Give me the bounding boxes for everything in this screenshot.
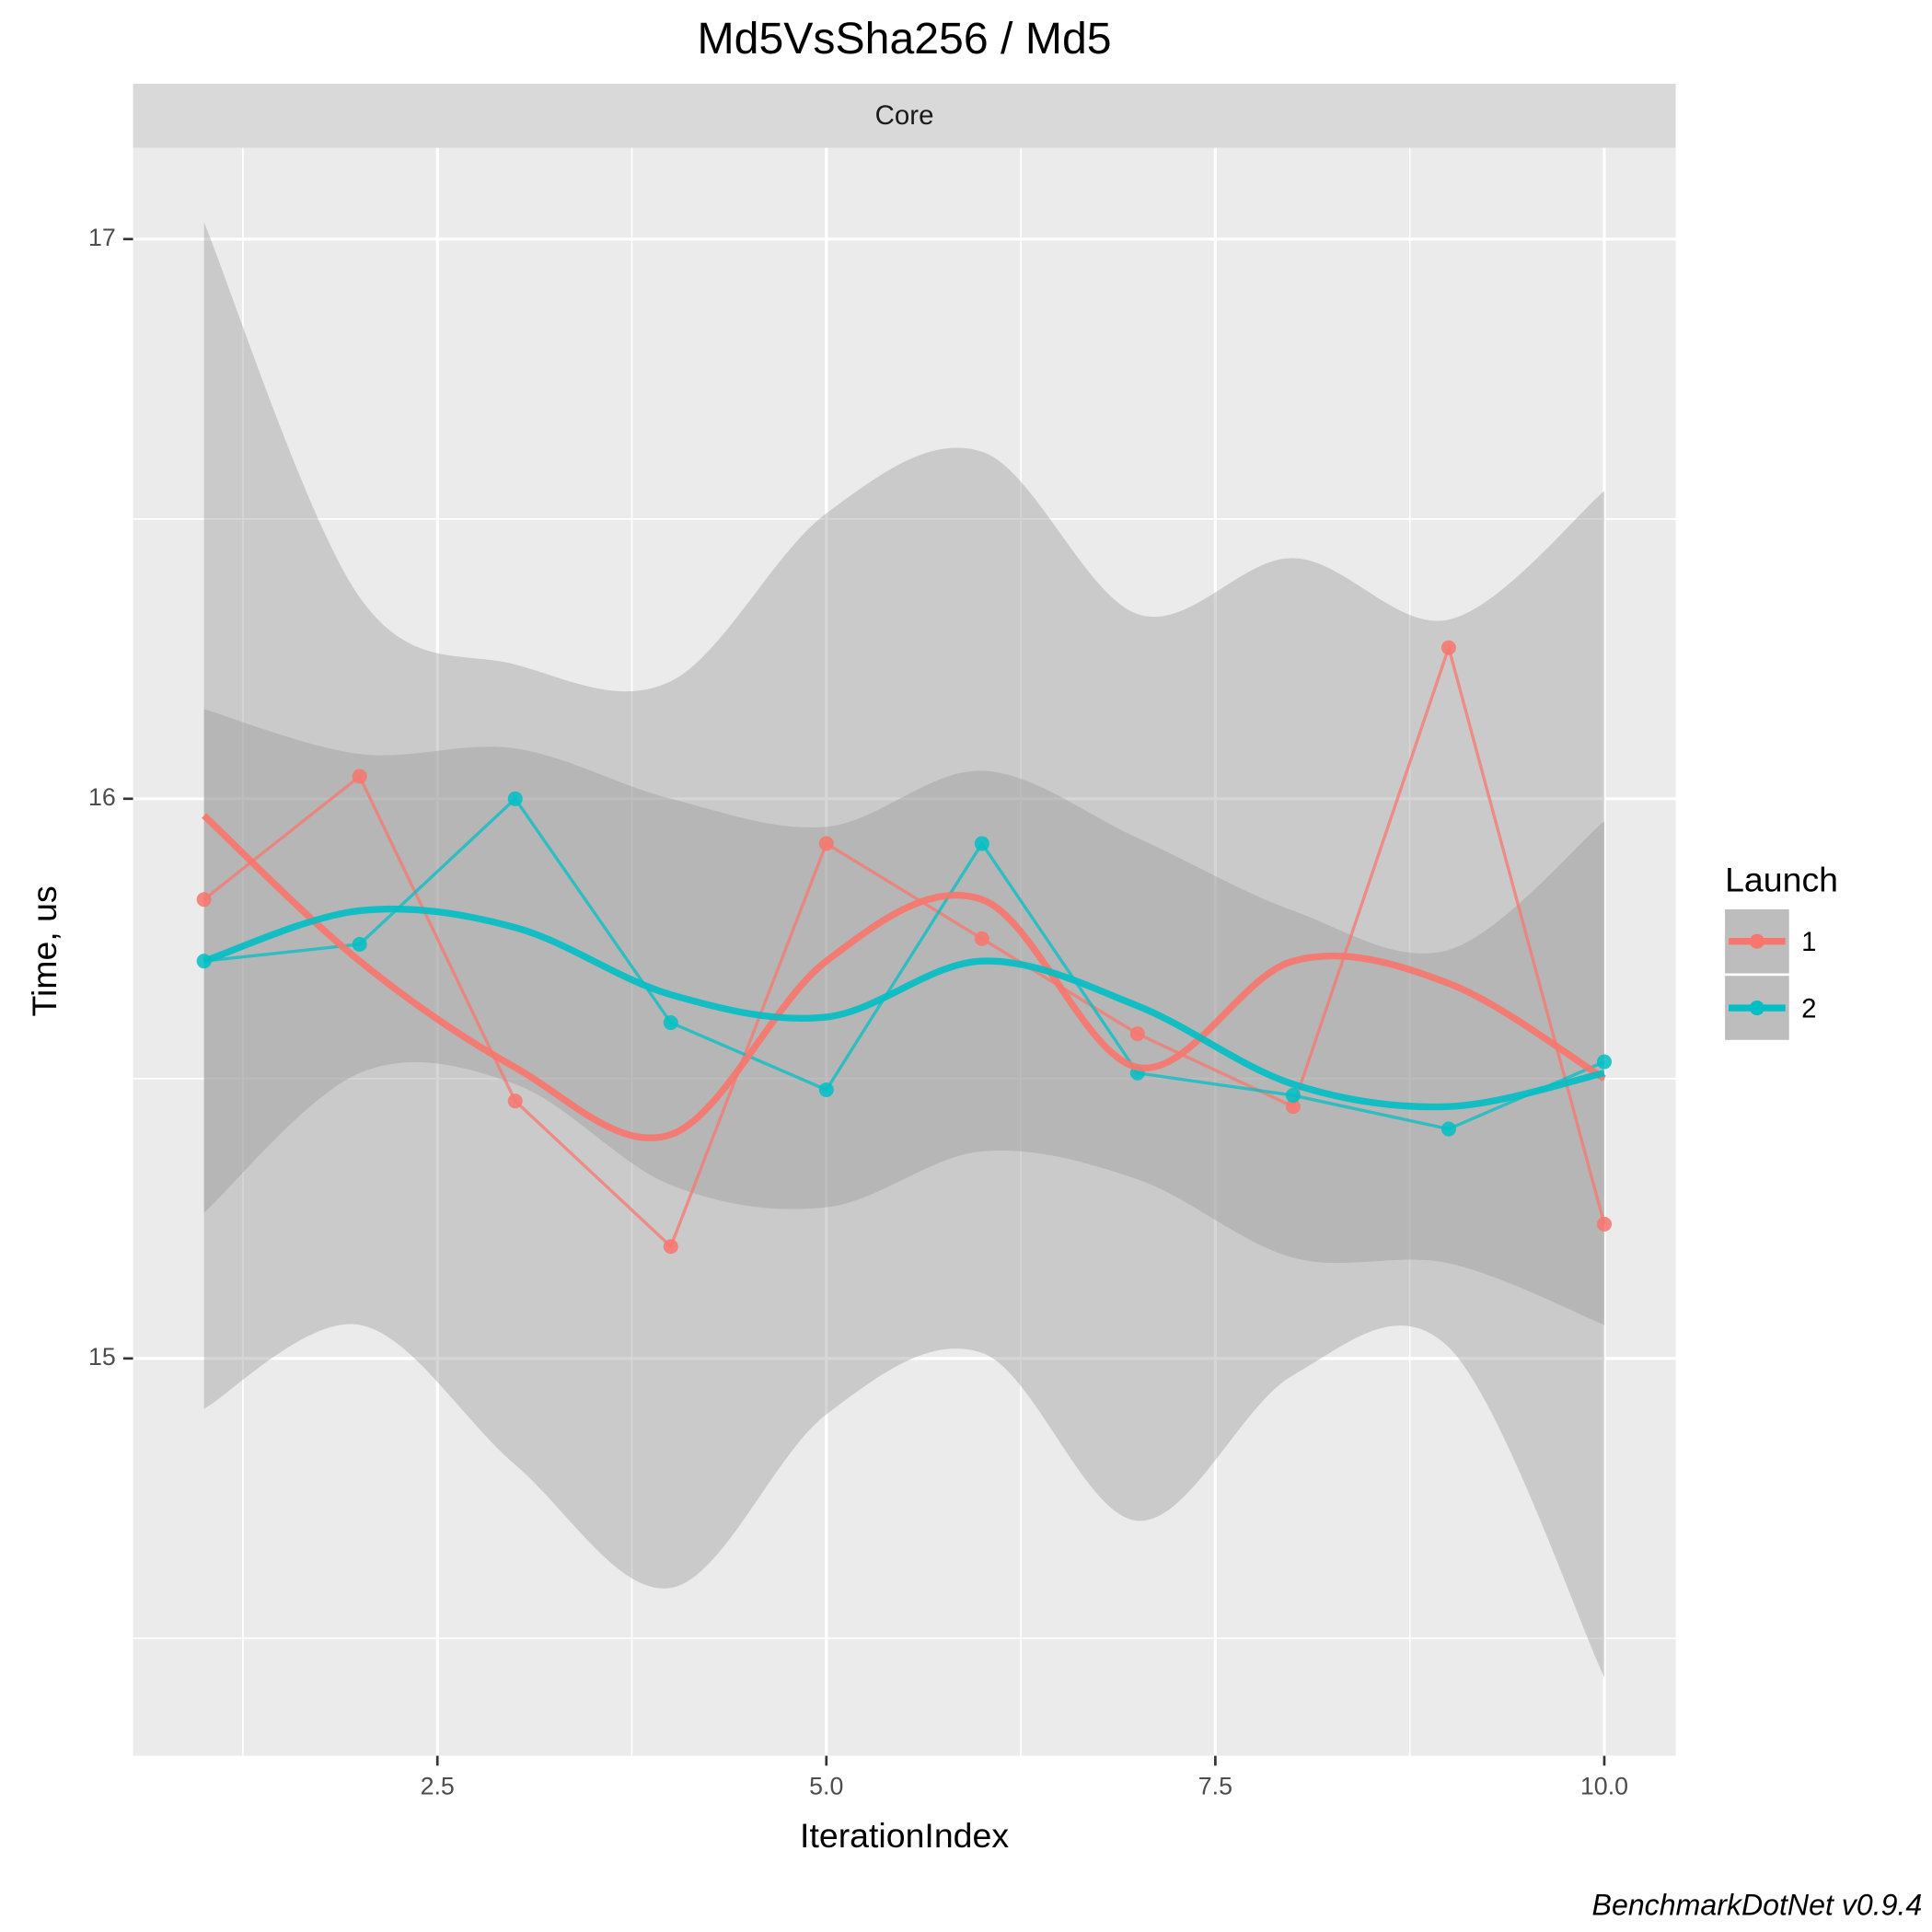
confidence-band xyxy=(203,222,1604,1678)
confidence-band xyxy=(203,709,1604,1325)
data-point xyxy=(974,836,989,851)
x-tick-label: 7.5 xyxy=(1198,1772,1232,1799)
x-tick-label: 10.0 xyxy=(1580,1772,1628,1799)
legend-label: 2 xyxy=(1801,993,1816,1024)
data-point xyxy=(818,836,834,851)
legend-label: 1 xyxy=(1801,927,1816,957)
data-point xyxy=(1440,1121,1456,1137)
legend-point xyxy=(1749,1000,1764,1016)
data-point xyxy=(974,931,989,946)
data-point xyxy=(1285,1099,1301,1115)
x-tick-label: 5.0 xyxy=(809,1772,843,1799)
data-point xyxy=(352,769,367,784)
y-tick-label: 16 xyxy=(88,783,116,811)
y-axis-title: Time, us xyxy=(25,885,64,1016)
data-point xyxy=(1285,1088,1301,1104)
data-point xyxy=(507,1093,523,1109)
y-tick-label: 17 xyxy=(88,224,116,251)
data-point xyxy=(818,1082,834,1098)
caption: BenchmarkDotNet v0.9.4 xyxy=(1592,1889,1923,1922)
strip-label: Core xyxy=(875,100,934,131)
data-point xyxy=(663,1014,678,1031)
panel xyxy=(133,147,1676,1756)
smooth-line xyxy=(202,905,1605,1111)
data-point xyxy=(352,936,367,952)
chart-title: Md5VsSha256 / Md5 xyxy=(698,14,1112,64)
smooth-line xyxy=(202,813,1606,1141)
series-line xyxy=(202,642,1606,1250)
x-tick-label: 2.5 xyxy=(421,1772,455,1799)
y-tick-label: 15 xyxy=(88,1343,116,1371)
data-point xyxy=(196,892,212,908)
legend-title: Launch xyxy=(1725,860,1838,898)
series-line xyxy=(203,796,1605,1131)
data-point xyxy=(1129,1026,1145,1042)
strip xyxy=(133,84,1676,148)
x-axis-title: IterationIndex xyxy=(800,1816,1009,1855)
data-point xyxy=(1596,1054,1613,1070)
data-point xyxy=(507,791,523,806)
data-point xyxy=(1596,1216,1613,1232)
data-point xyxy=(663,1239,678,1255)
data-point xyxy=(1440,640,1456,655)
legend-point xyxy=(1749,933,1764,949)
